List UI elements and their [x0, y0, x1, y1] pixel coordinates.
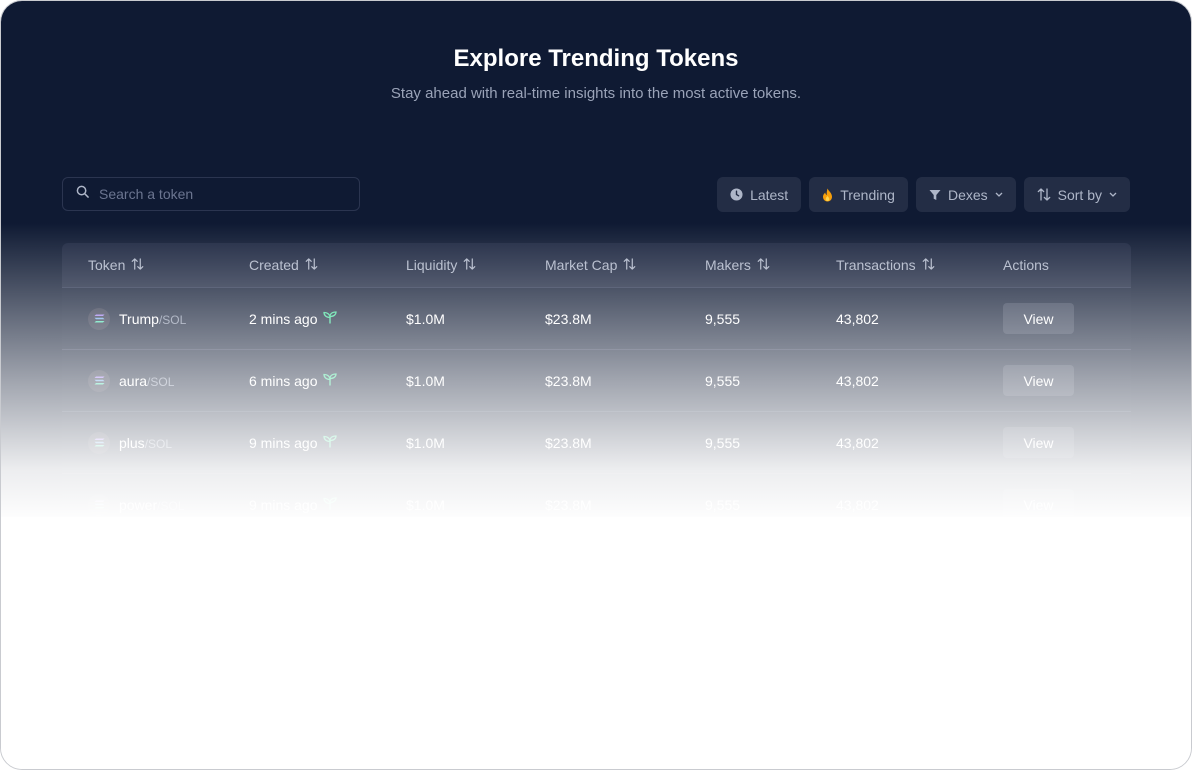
created-cell: 9 mins ago [249, 497, 406, 513]
makers-cell: 9,555 [705, 496, 741, 513]
column-header-liquidity[interactable]: Liquidity [406, 257, 545, 273]
trending-label: Trending [840, 186, 895, 203]
view-button[interactable]: View [1003, 303, 1074, 334]
column-header-makers[interactable]: Makers [705, 257, 836, 273]
transactions-cell: 43,802 [836, 372, 879, 389]
table-row[interactable]: Trump/SOL 2 mins ago $1.0M $23.8M 9,555 … [62, 287, 1131, 349]
token-pair: /SOL [147, 374, 175, 389]
sprout-icon [323, 434, 338, 451]
token-cell: Trump/SOL [62, 307, 249, 330]
actions-cell: View [1003, 303, 1131, 334]
actions-cell: View [1003, 365, 1131, 396]
sprout-icon [323, 310, 338, 327]
transactions-cell: 43,802 [836, 310, 879, 327]
column-header-token[interactable]: Token [62, 257, 249, 273]
sort-by-dropdown[interactable]: Sort by [1023, 177, 1130, 212]
token-pair: /SOL [158, 312, 187, 327]
sort-icon [131, 257, 144, 273]
column-header-transactions[interactable]: Transactions [836, 257, 1003, 273]
trending-button[interactable]: Trending [809, 177, 908, 212]
search-input[interactable] [97, 185, 341, 203]
liquidity-cell: $1.0M [406, 372, 445, 389]
token-name: aura [119, 372, 148, 389]
view-button[interactable]: View [1003, 365, 1074, 396]
search-box[interactable] [62, 177, 360, 211]
token-pair: /SOL [144, 436, 173, 451]
created-cell: 2 mins ago [249, 311, 406, 327]
column-header-market-cap[interactable]: Market Cap [545, 257, 705, 273]
makers-cell: 9,555 [705, 372, 741, 389]
table-row[interactable]: aura/SOL 6 mins ago $1.0M $23.8M 9,555 4… [62, 349, 1131, 411]
page-title: Explore Trending Tokens [453, 45, 739, 72]
actions-cell: View [1003, 427, 1131, 458]
page-subtitle: Stay ahead with real-time insights into … [390, 85, 802, 102]
solana-icon [88, 431, 110, 454]
liquidity-cell: $1.0M [406, 310, 445, 327]
token-pair: /SOL [157, 498, 185, 513]
chevron-down-icon [1109, 192, 1117, 197]
sort-icon [305, 257, 318, 273]
chevron-down-icon [995, 192, 1003, 197]
transactions-cell: 43,802 [836, 434, 879, 451]
tokens-table: Token Created Liquidity Market Cap Maker… [62, 243, 1131, 535]
view-button[interactable]: View [1003, 489, 1074, 520]
actions-cell: View [1003, 489, 1131, 520]
filter-icon [929, 189, 941, 201]
solana-icon [88, 307, 110, 330]
liquidity-cell: $1.0M [406, 434, 445, 451]
clock-icon [730, 188, 743, 201]
liquidity-cell: $1.0M [406, 496, 445, 513]
solana-icon [88, 493, 110, 516]
table-row[interactable]: plus/SOL 9 mins ago $1.0M $23.8M 9,555 4… [62, 411, 1131, 473]
dexes-label: Dexes [947, 186, 988, 203]
sort-icon [922, 257, 935, 273]
view-button[interactable]: View [1003, 427, 1074, 458]
column-header-created[interactable]: Created [249, 257, 406, 273]
market-cap-cell: $23.8M [545, 434, 592, 451]
flame-icon [822, 188, 833, 202]
solana-icon [88, 369, 110, 392]
token-name: power [119, 496, 158, 513]
sort-icon [757, 257, 770, 273]
token-cell: aura/SOL [62, 369, 249, 392]
created-cell: 9 mins ago [249, 435, 406, 451]
created-cell: 6 mins ago [249, 373, 406, 389]
makers-cell: 9,555 [705, 434, 741, 451]
bottom-blank-area [1, 517, 1191, 769]
filter-toolbar: Latest Trending Dexes Sort by [717, 177, 1130, 212]
transactions-cell: 43,802 [836, 496, 879, 513]
table-header: Token Created Liquidity Market Cap Maker… [62, 243, 1131, 287]
token-cell: power/SOL [62, 493, 249, 516]
sprout-icon [323, 372, 338, 389]
token-cell: plus/SOL [62, 431, 249, 454]
makers-cell: 9,555 [705, 310, 741, 327]
column-header-actions: Actions [1003, 257, 1049, 273]
token-name: plus [119, 434, 145, 451]
token-name: Trump [119, 310, 159, 327]
search-icon [76, 185, 89, 203]
market-cap-cell: $23.8M [545, 372, 592, 389]
sort-icon [623, 257, 636, 273]
sprout-icon [323, 496, 338, 513]
market-cap-cell: $23.8M [545, 310, 592, 327]
latest-label: Latest [750, 186, 789, 203]
sort-icon [463, 257, 476, 273]
latest-button[interactable]: Latest [717, 177, 802, 212]
dexes-dropdown[interactable]: Dexes [915, 177, 1016, 212]
sort-by-label: Sort by [1057, 186, 1102, 203]
market-cap-cell: $23.8M [545, 496, 592, 513]
sort-icon [1037, 188, 1051, 201]
